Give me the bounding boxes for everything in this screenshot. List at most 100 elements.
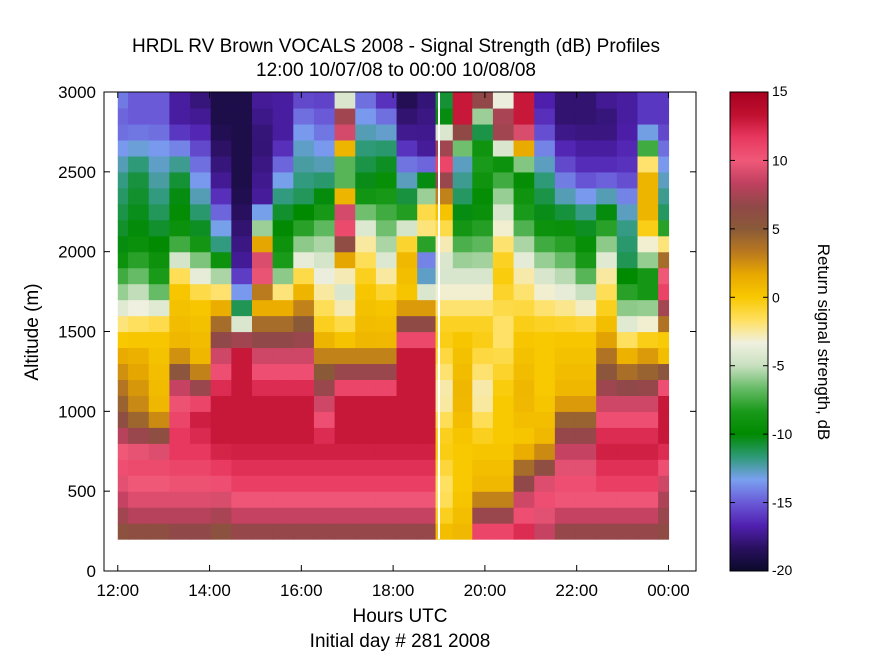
heatmap-cell [210, 379, 232, 396]
heatmap-cell [596, 475, 618, 492]
heatmap-cell [616, 395, 639, 412]
heatmap-cell [313, 411, 336, 428]
heatmap-cell [128, 123, 150, 141]
heatmap-cell [554, 427, 577, 444]
heatmap-cell [375, 315, 398, 333]
heatmap-cell [272, 219, 294, 237]
heatmap-cell [396, 459, 418, 476]
heatmap-cell [313, 459, 336, 476]
heatmap-cell [169, 523, 191, 540]
heatmap-cell [375, 219, 398, 237]
heatmap-cell [554, 92, 577, 109]
heatmap-cell [231, 299, 253, 317]
heatmap-cell [117, 299, 129, 317]
heatmap-cell [435, 187, 454, 205]
heatmap-cell [272, 187, 294, 205]
heatmap-cell [128, 459, 150, 476]
heatmap-cell [293, 363, 315, 380]
heatmap-cell [117, 523, 129, 540]
heatmap-cell [492, 491, 515, 508]
heatmap-cell [492, 443, 515, 460]
heatmap-cell [231, 203, 253, 221]
heatmap-cell [452, 443, 473, 460]
heatmap-cell [252, 155, 274, 173]
profile-column [435, 92, 454, 540]
heatmap-cell [272, 427, 294, 444]
heatmap-cell [313, 267, 336, 285]
heatmap-cell [616, 283, 639, 301]
heatmap-cell [313, 92, 336, 109]
heatmap-cell [575, 475, 597, 492]
heatmap-cell [452, 219, 473, 237]
heatmap-cell [169, 187, 191, 205]
heatmap-cell [148, 395, 170, 412]
heatmap-cell [169, 379, 191, 396]
heatmap-cell [596, 267, 618, 285]
heatmap-cell [435, 299, 454, 317]
heatmap-cell [148, 347, 170, 365]
heatmap-cell [355, 299, 377, 317]
heatmap-cell [472, 155, 494, 173]
heatmap-cell [452, 155, 473, 173]
heatmap-cell [637, 139, 659, 157]
heatmap-cell [169, 491, 191, 508]
heatmap-cell [313, 331, 336, 349]
heatmap-cell [396, 235, 418, 253]
y-axis-label: Altitude (m) [22, 283, 43, 380]
heatmap-cell [658, 251, 670, 269]
x-tick-label: 12:00 [96, 581, 139, 600]
heatmap-cell [313, 315, 336, 333]
heatmap-cell [272, 235, 294, 253]
heatmap-cell [596, 235, 618, 253]
heatmap-cell [169, 203, 191, 221]
heatmap-cell [355, 523, 377, 540]
heatmap-cell [117, 331, 129, 349]
heatmap-cell [148, 283, 170, 301]
heatmap-cell [396, 475, 418, 492]
heatmap-cell [513, 379, 535, 396]
heatmap-cell [252, 187, 274, 205]
heatmap-cell [355, 379, 377, 396]
heatmap-cell [417, 107, 437, 125]
heatmap-cell [313, 347, 336, 365]
heatmap-cell [210, 363, 232, 380]
heatmap-cell [148, 219, 170, 237]
heatmap-cell [117, 171, 129, 189]
heatmap-cell [293, 315, 315, 333]
heatmap-cell [435, 395, 454, 412]
heatmap-cell [293, 491, 315, 508]
heatmap-cell [117, 427, 129, 444]
heatmap-cell [554, 267, 577, 285]
heatmap-cell [272, 379, 294, 396]
heatmap-cell [396, 219, 418, 237]
heatmap-cell [534, 523, 556, 540]
heatmap-cell [396, 107, 418, 125]
heatmap-cell [492, 459, 515, 476]
heatmap-cell [492, 395, 515, 412]
heatmap-cell [210, 475, 232, 492]
heatmap-cell [355, 411, 377, 428]
heatmap-cell [293, 459, 315, 476]
heatmap-cell [334, 299, 356, 317]
heatmap-cell [148, 267, 170, 285]
heatmap-cell [616, 459, 639, 476]
heatmap-cell [396, 123, 418, 141]
heatmap-cell [334, 443, 356, 460]
heatmap-cell [435, 443, 454, 460]
heatmap-cell [637, 235, 659, 253]
heatmap-cell [169, 219, 191, 237]
heatmap-cell [334, 507, 356, 524]
y-tick-label: 1500 [58, 323, 96, 342]
heatmap-cell [128, 523, 150, 540]
heatmap-cell [210, 299, 232, 317]
heatmap-cell [658, 235, 670, 253]
heatmap-cell [355, 331, 377, 349]
heatmap-cell [128, 219, 150, 237]
heatmap-cell [435, 267, 454, 285]
heatmap-cell [231, 491, 253, 508]
heatmap-cell [375, 347, 398, 365]
heatmap-cell [616, 411, 639, 428]
heatmap-cell [616, 123, 639, 141]
heatmap-cell [396, 92, 418, 109]
heatmap-cell [169, 123, 191, 141]
